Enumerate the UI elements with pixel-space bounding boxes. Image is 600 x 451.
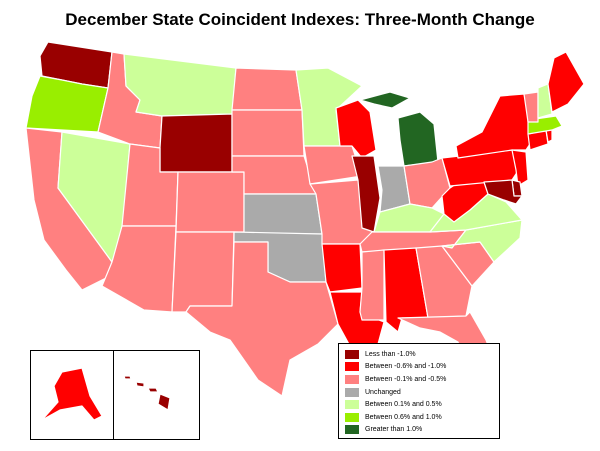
legend-label: Unchanged — [365, 388, 401, 396]
legend-swatch — [345, 387, 359, 397]
state-ms — [359, 249, 385, 321]
legend-swatch — [345, 412, 359, 422]
state-nm — [171, 231, 235, 313]
state-ne — [231, 155, 317, 195]
legend-row: Less than -1.0% — [345, 348, 499, 361]
legend-swatch — [345, 362, 359, 372]
state-ak — [41, 367, 103, 421]
state-sd — [231, 109, 305, 157]
legend-row: Between 0.6% and 1.0% — [345, 411, 499, 424]
state-ks — [243, 193, 323, 235]
legend-swatch — [345, 349, 359, 359]
state-vt — [523, 91, 539, 123]
legend-row: Between 0.1% and 0.5% — [345, 398, 499, 411]
legend-label: Between 0.1% and 0.5% — [365, 401, 442, 409]
state-me — [547, 51, 585, 113]
state-co — [175, 171, 245, 233]
state-nj — [511, 149, 529, 187]
legend-label: Greater than 1.0% — [365, 426, 423, 434]
legend-swatch — [345, 425, 359, 435]
legend-swatch — [345, 374, 359, 384]
state-hi — [123, 375, 171, 411]
state-ia — [303, 145, 363, 185]
state-tx — [185, 241, 339, 397]
legend-label: Between -0.6% and -1.0% — [365, 363, 447, 371]
legend-label: Less than -1.0% — [365, 350, 416, 358]
state-md — [483, 179, 523, 205]
state-mt — [123, 53, 237, 117]
state-wi — [335, 99, 377, 159]
legend-label: Between 0.6% and 1.0% — [365, 413, 442, 421]
state-ny — [455, 93, 535, 159]
inset-box — [30, 350, 200, 440]
state-ar — [321, 243, 363, 293]
state-ga — [415, 245, 473, 319]
state-nd — [231, 67, 303, 111]
state-nh — [537, 83, 553, 119]
legend-label: Between -0.1% and -0.5% — [365, 375, 447, 383]
legend-row: Greater than 1.0% — [345, 424, 499, 437]
legend-swatch — [345, 400, 359, 410]
state-wy — [159, 113, 233, 173]
inset-divider — [113, 350, 114, 440]
legend-row: Unchanged — [345, 386, 499, 399]
legend-row: Between -0.1% and -0.5% — [345, 373, 499, 386]
legend-row: Between -0.6% and -1.0% — [345, 361, 499, 374]
legend: Less than -1.0% Between -0.6% and -1.0% … — [338, 343, 500, 439]
map-title: December State Coincident Indexes: Three… — [65, 10, 535, 29]
